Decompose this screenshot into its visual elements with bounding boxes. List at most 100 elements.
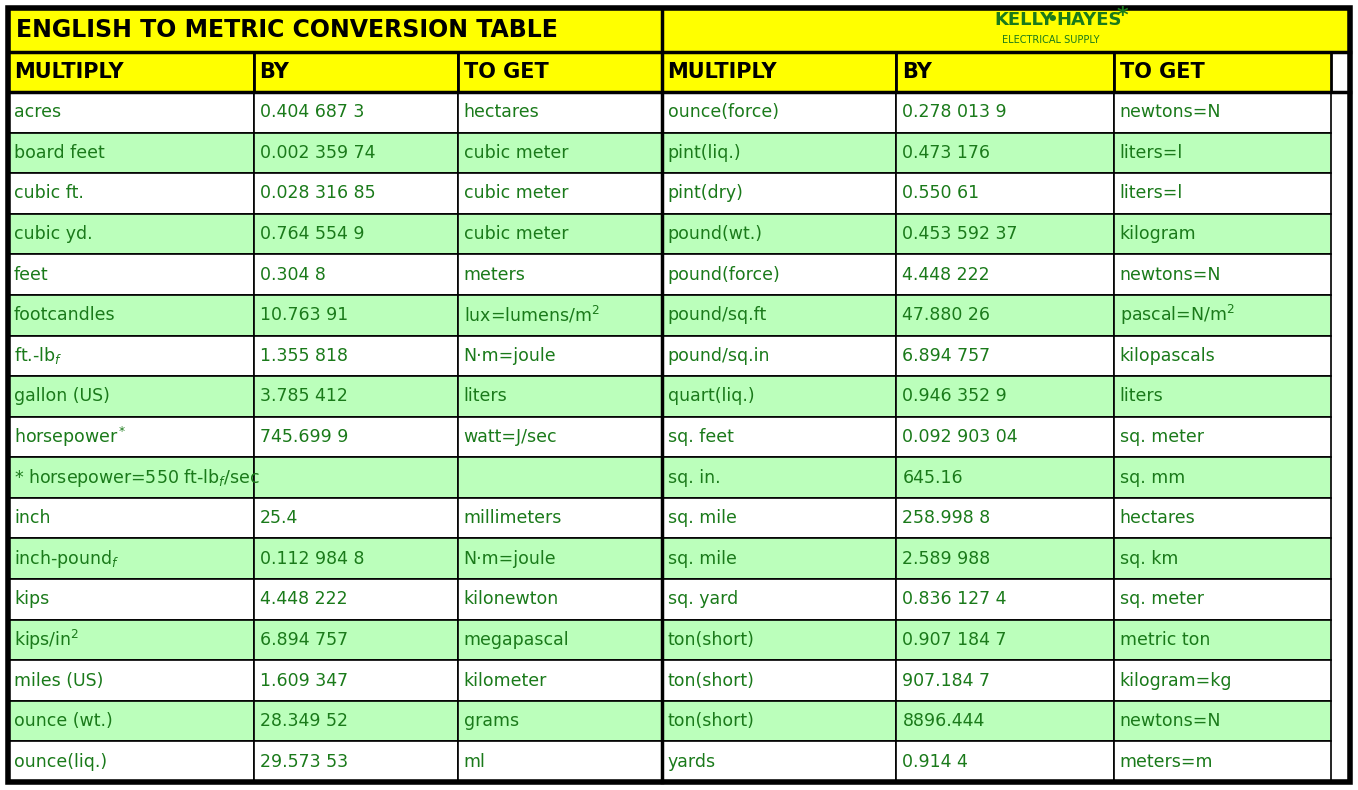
Text: inch-pound$_f$: inch-pound$_f$ — [14, 547, 120, 570]
Text: grams: grams — [463, 712, 519, 730]
Text: pound/sq.ft: pound/sq.ft — [668, 307, 767, 324]
Text: ton(short): ton(short) — [668, 631, 755, 649]
Bar — [458, 52, 661, 92]
Bar — [896, 741, 1114, 782]
Text: sq. in.: sq. in. — [668, 468, 720, 487]
Text: 745.699 9: 745.699 9 — [259, 428, 348, 446]
Bar — [1114, 92, 1331, 133]
Text: * horsepower=550 ft-lb$_f$/sec: * horsepower=550 ft-lb$_f$/sec — [14, 467, 259, 488]
Text: sq. meter: sq. meter — [1120, 428, 1203, 446]
Text: pint(dry): pint(dry) — [668, 185, 743, 202]
Bar — [1114, 336, 1331, 376]
Text: 6.894 757: 6.894 757 — [259, 631, 348, 649]
Text: 0.946 352 9: 0.946 352 9 — [903, 387, 1008, 405]
Bar — [458, 498, 661, 539]
Bar — [8, 457, 254, 498]
Text: cubic meter: cubic meter — [463, 144, 568, 162]
Text: 28.349 52: 28.349 52 — [259, 712, 348, 730]
Bar — [458, 376, 661, 416]
Bar — [661, 457, 896, 498]
Text: 0.112 984 8: 0.112 984 8 — [259, 550, 364, 568]
Bar — [8, 173, 254, 214]
Text: 4.448 222: 4.448 222 — [259, 590, 348, 608]
Bar — [661, 539, 896, 579]
Bar — [458, 173, 661, 214]
Text: cubic meter: cubic meter — [463, 185, 568, 202]
Bar — [458, 92, 661, 133]
Text: megapascal: megapascal — [463, 631, 569, 649]
Bar — [254, 254, 458, 295]
Text: 0.278 013 9: 0.278 013 9 — [903, 103, 1008, 122]
Text: 47.880 26: 47.880 26 — [903, 307, 990, 324]
Text: ELECTRICAL SUPPLY: ELECTRICAL SUPPLY — [1002, 35, 1100, 45]
Bar — [458, 416, 661, 457]
Bar — [1114, 173, 1331, 214]
Text: liters=l: liters=l — [1120, 185, 1183, 202]
Bar — [254, 457, 458, 498]
Text: hectares: hectares — [463, 103, 539, 122]
Bar — [458, 619, 661, 660]
Bar — [8, 295, 254, 336]
Bar — [1114, 457, 1331, 498]
Bar — [1114, 295, 1331, 336]
Bar — [8, 92, 254, 133]
Bar — [8, 539, 254, 579]
Bar — [254, 619, 458, 660]
Text: acres: acres — [14, 103, 61, 122]
Text: sq. mm: sq. mm — [1120, 468, 1186, 487]
Text: footcandles: footcandles — [14, 307, 115, 324]
Text: cubic ft.: cubic ft. — [14, 185, 84, 202]
Text: KELLY: KELLY — [994, 11, 1054, 29]
Bar — [254, 701, 458, 741]
Text: MULTIPLY: MULTIPLY — [668, 62, 777, 82]
Bar — [661, 295, 896, 336]
Text: pound(wt.): pound(wt.) — [668, 225, 763, 243]
Text: 8896.444: 8896.444 — [903, 712, 985, 730]
Text: newtons=N: newtons=N — [1120, 265, 1221, 284]
Bar — [661, 416, 896, 457]
Text: ounce(liq.): ounce(liq.) — [14, 753, 107, 771]
Bar — [254, 214, 458, 254]
Text: sq. meter: sq. meter — [1120, 590, 1203, 608]
Text: 0.907 184 7: 0.907 184 7 — [903, 631, 1006, 649]
Text: sq. km: sq. km — [1120, 550, 1179, 568]
Bar — [896, 133, 1114, 173]
Text: 0.914 4: 0.914 4 — [903, 753, 968, 771]
Text: 10.763 91: 10.763 91 — [259, 307, 348, 324]
Bar — [1114, 741, 1331, 782]
Text: MULTIPLY: MULTIPLY — [14, 62, 124, 82]
Bar — [896, 660, 1114, 701]
Text: lux=lumens/m$^2$: lux=lumens/m$^2$ — [463, 305, 599, 325]
Bar — [458, 701, 661, 741]
Bar — [896, 619, 1114, 660]
Bar — [896, 214, 1114, 254]
Text: ft.-lb$_f$: ft.-lb$_f$ — [14, 345, 62, 367]
Bar — [254, 579, 458, 619]
Bar — [661, 254, 896, 295]
Bar — [1114, 498, 1331, 539]
Text: metric ton: metric ton — [1120, 631, 1210, 649]
Bar — [661, 214, 896, 254]
Text: kilonewton: kilonewton — [463, 590, 559, 608]
Bar — [458, 336, 661, 376]
Bar — [661, 173, 896, 214]
Bar — [896, 498, 1114, 539]
Text: 0.404 687 3: 0.404 687 3 — [259, 103, 364, 122]
Text: ENGLISH TO METRIC CONVERSION TABLE: ENGLISH TO METRIC CONVERSION TABLE — [16, 18, 558, 42]
Text: pint(liq.): pint(liq.) — [668, 144, 741, 162]
Text: pascal=N/m$^2$: pascal=N/m$^2$ — [1120, 303, 1234, 327]
Bar — [8, 214, 254, 254]
Text: 0.453 592 37: 0.453 592 37 — [903, 225, 1018, 243]
Text: pound/sq.in: pound/sq.in — [668, 347, 770, 365]
Bar — [254, 295, 458, 336]
Bar — [661, 92, 896, 133]
Bar — [1114, 416, 1331, 457]
Text: horsepower$^*$: horsepower$^*$ — [14, 425, 126, 449]
Bar — [254, 539, 458, 579]
Text: *: * — [1116, 6, 1128, 26]
Text: 645.16: 645.16 — [903, 468, 963, 487]
Bar — [8, 701, 254, 741]
Bar — [661, 701, 896, 741]
Text: ml: ml — [463, 753, 485, 771]
Bar — [254, 173, 458, 214]
